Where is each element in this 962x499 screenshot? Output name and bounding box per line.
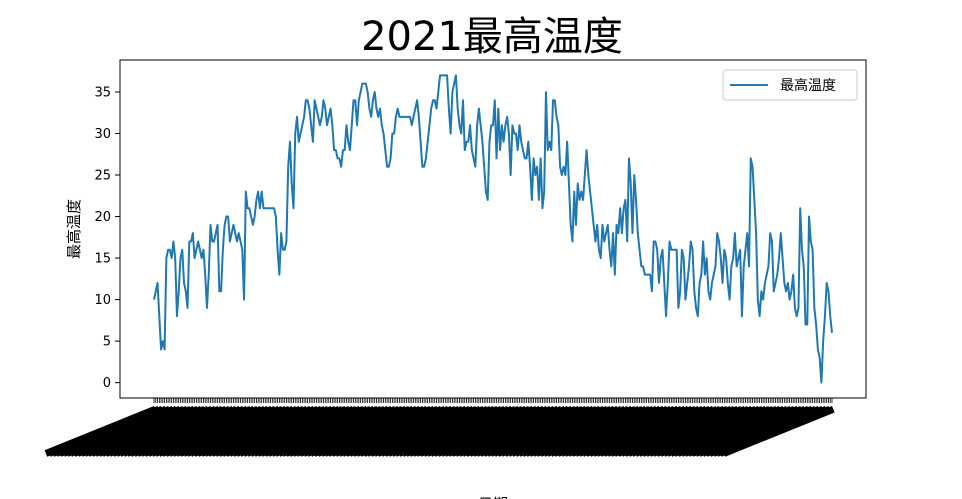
y-tick-label: 30 bbox=[94, 127, 111, 142]
y-axis-label: 最高温度 bbox=[65, 199, 83, 259]
y-tick-label: 0 bbox=[103, 376, 111, 391]
y-tick-label: 10 bbox=[94, 293, 111, 308]
x-axis-label: 日期 bbox=[478, 495, 508, 499]
y-tick-label: 35 bbox=[94, 85, 111, 100]
y-tick-label: 20 bbox=[94, 210, 111, 225]
y-axis-ticks: 0 5 10 15 20 25 30 35 bbox=[94, 85, 120, 391]
x-tick-label bbox=[722, 406, 835, 457]
legend-box bbox=[722, 69, 858, 101]
y-tick-label: 5 bbox=[103, 335, 111, 350]
series-line-max-temperature bbox=[153, 74, 833, 384]
legend-entry-label: 最高温度 bbox=[780, 77, 836, 94]
y-tick-label: 15 bbox=[94, 252, 111, 267]
chart-title: 2021最高温度 bbox=[361, 14, 623, 60]
x-axis-ticks bbox=[44, 398, 835, 457]
legend: 最高温度 bbox=[722, 69, 858, 101]
y-tick-label: 25 bbox=[94, 169, 111, 184]
